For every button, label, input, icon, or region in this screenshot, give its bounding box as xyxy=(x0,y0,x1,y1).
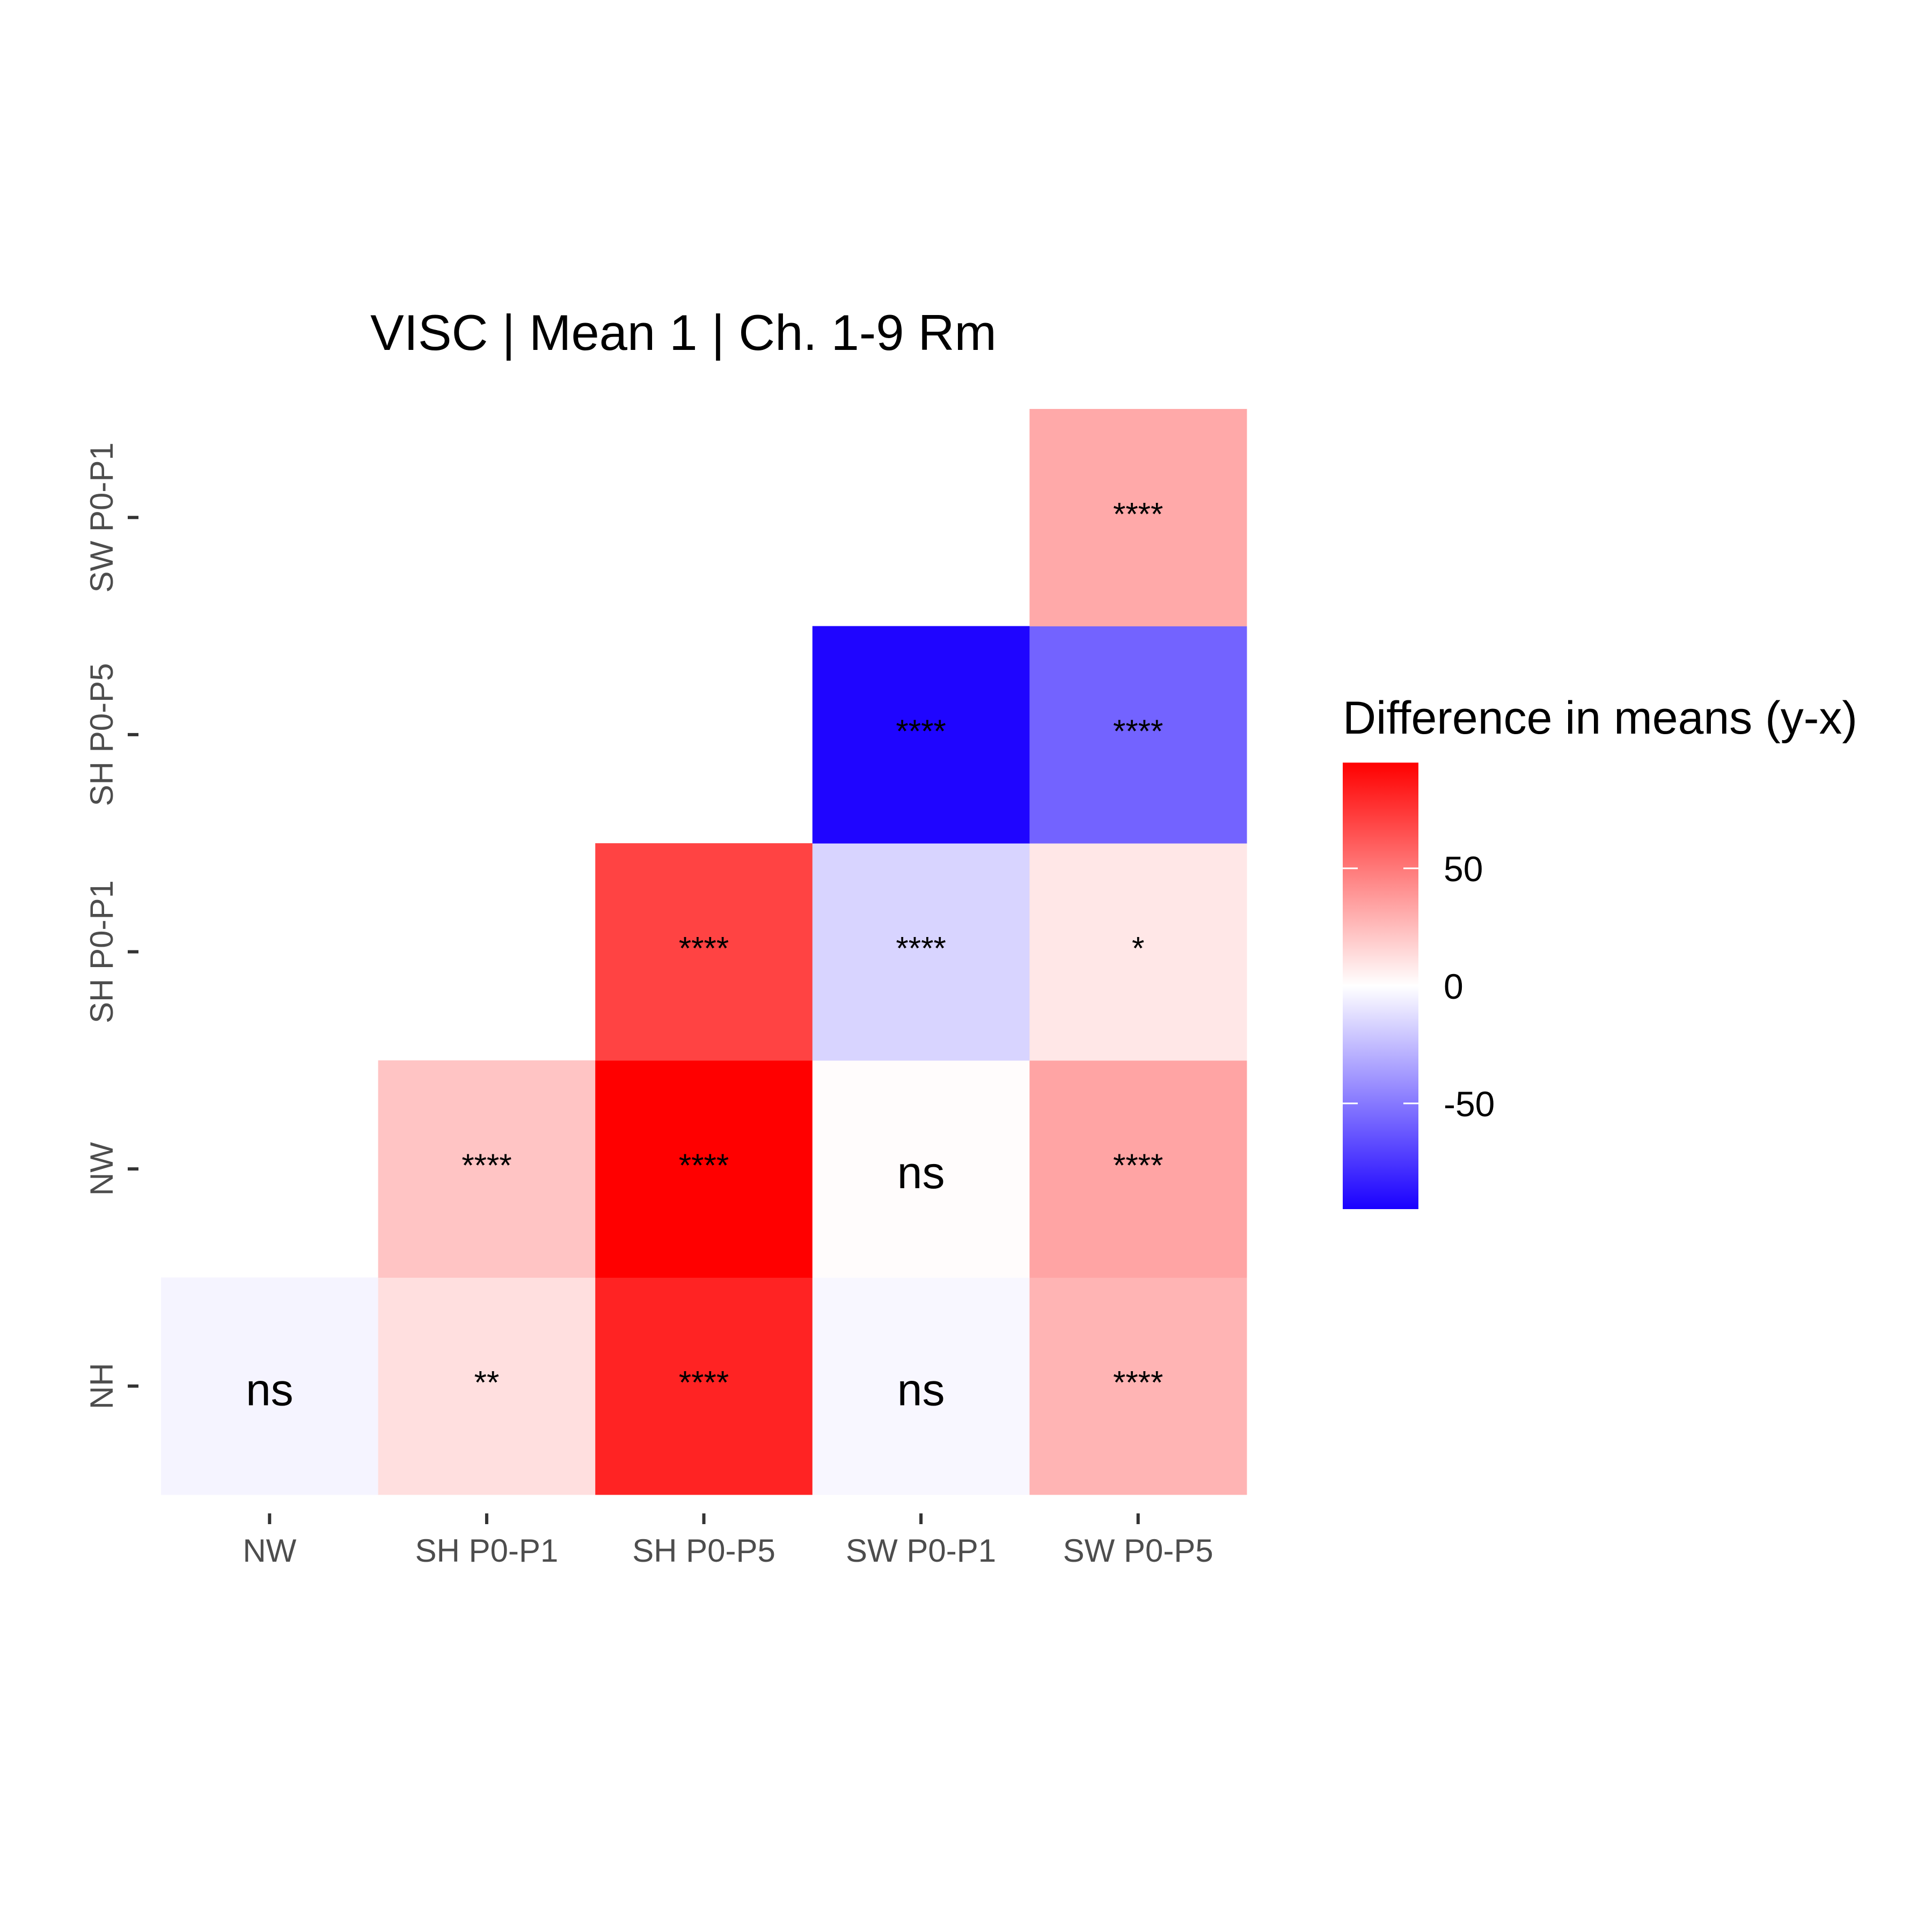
cell-significance-label: **** xyxy=(896,931,946,967)
cell-significance-label: * xyxy=(1132,931,1144,967)
cell-significance-label: **** xyxy=(1113,1147,1163,1183)
x-tick-label: SH P0-P1 xyxy=(415,1533,559,1569)
y-tick-label: SW P0-P1 xyxy=(84,442,120,592)
y-axis: NH NW SH P0-P1 SH P0-P5 SW P0-P1 xyxy=(84,442,138,1409)
x-tick-label: NW xyxy=(243,1533,296,1569)
heatmap-cell xyxy=(595,843,813,1061)
heatmap-cell xyxy=(1029,1277,1247,1495)
y-tick-label: SH P0-P5 xyxy=(84,663,120,807)
heatmap-cell xyxy=(378,1277,596,1495)
x-axis: NW SH P0-P1 SH P0-P5 SW P0-P1 SW P0-P5 xyxy=(243,1513,1213,1569)
cell-significance-label: **** xyxy=(1113,713,1163,749)
cell-significance-label: **** xyxy=(679,1147,729,1183)
cell-significance-label: ** xyxy=(474,1365,500,1401)
y-tick-label: SH P0-P1 xyxy=(84,880,120,1023)
heatmap-cell xyxy=(1029,1060,1247,1278)
heatmap-cell xyxy=(595,1060,813,1278)
heatmap-cell xyxy=(595,1277,813,1495)
heatmap-cell xyxy=(812,1277,1030,1495)
heatmap-cell xyxy=(1029,626,1247,844)
color-legend: Difference in means (y-x) 50 0 -50 xyxy=(1343,692,1857,1209)
heatmap-cell xyxy=(1029,843,1247,1061)
y-tick-label: NW xyxy=(84,1142,120,1196)
cell-significance-label: ns xyxy=(246,1365,294,1415)
chart-title: VISC | Mean 1 | Ch. 1-9 Rm xyxy=(370,304,997,361)
x-tick-label: SW P0-P1 xyxy=(846,1533,996,1569)
cell-significance-label: **** xyxy=(462,1147,511,1183)
cell-significance-label: **** xyxy=(1113,496,1163,532)
cell-significance-label: ns xyxy=(897,1147,945,1198)
x-tick-label: SW P0-P5 xyxy=(1063,1533,1213,1569)
legend-tick-label: -50 xyxy=(1444,1084,1495,1124)
heatmap-cell xyxy=(812,1060,1030,1278)
heatmap-cells: ns ** **** ns ******** **** ns ******** **** ****… xyxy=(161,409,1247,1495)
legend-ticks: 50 0 -50 xyxy=(1343,849,1495,1124)
cell-significance-label: **** xyxy=(1113,1365,1163,1401)
heatmap-cell xyxy=(161,1277,379,1495)
cell-significance-label: **** xyxy=(679,931,729,967)
legend-tick-label: 50 xyxy=(1444,849,1483,889)
legend-title: Difference in means (y-x) xyxy=(1343,692,1857,744)
cell-significance-label: **** xyxy=(679,1365,729,1401)
y-tick-label: NH xyxy=(84,1363,120,1409)
heatmap-cell xyxy=(812,626,1030,844)
cell-significance-label: **** xyxy=(896,713,946,749)
heatmap-cell xyxy=(1029,409,1247,627)
cell-significance-label: ns xyxy=(897,1365,945,1415)
x-tick-label: SH P0-P5 xyxy=(632,1533,775,1569)
legend-tick-label: 0 xyxy=(1444,967,1463,1006)
heatmap-cell xyxy=(812,843,1030,1061)
heatmap-cell xyxy=(378,1060,596,1278)
